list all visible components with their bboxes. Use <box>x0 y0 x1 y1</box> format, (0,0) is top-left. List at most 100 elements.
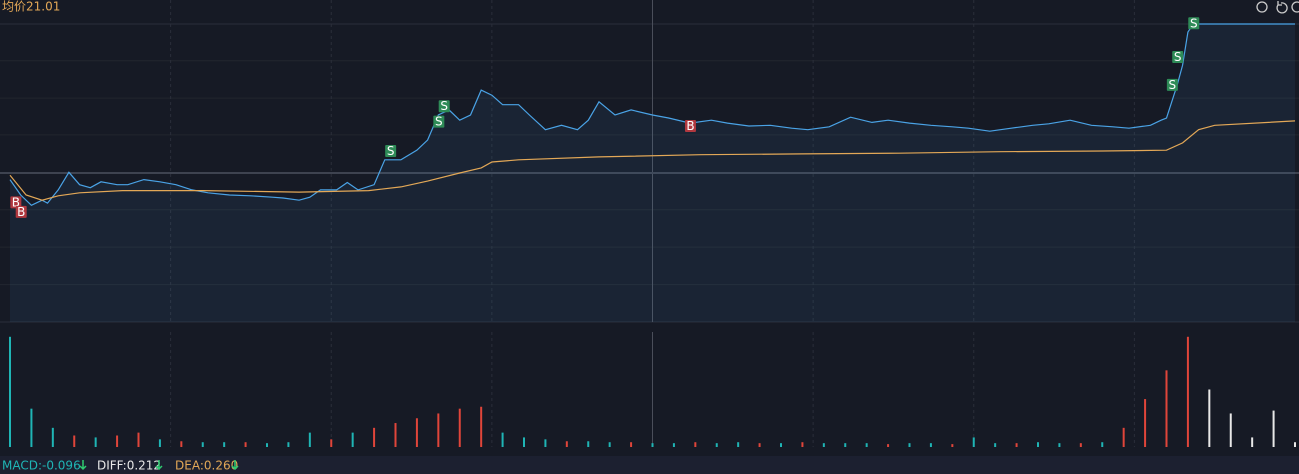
volume-bar <box>1122 427 1125 447</box>
marker-box <box>10 196 22 209</box>
volume-bar <box>565 441 568 447</box>
volume-bar <box>801 442 804 447</box>
marker-box <box>15 205 27 218</box>
volume-bar <box>287 442 290 447</box>
volume-bar <box>758 443 761 447</box>
volume-bar <box>694 442 697 447</box>
volume-bar <box>587 441 590 447</box>
volume-bar <box>73 435 76 447</box>
volume-bar <box>501 432 504 447</box>
arrows <box>79 460 239 471</box>
trade-marker: B <box>684 119 696 133</box>
price-area <box>10 24 1295 322</box>
trade-marker: S <box>1188 16 1200 30</box>
volume-bar <box>373 427 376 447</box>
volume-bar <box>1294 442 1296 447</box>
volume-bar <box>651 443 654 447</box>
volume-bar <box>137 432 140 447</box>
marker-label: S <box>1190 16 1198 30</box>
volume-bar <box>458 408 461 447</box>
marker-box <box>1188 17 1200 30</box>
volume-bar <box>437 413 440 447</box>
volume-bar <box>1058 443 1061 447</box>
volume-bar <box>608 442 611 447</box>
volume-bar <box>51 427 54 447</box>
diff-label: DIFF:0.212 <box>97 459 161 473</box>
volume-bar <box>865 443 868 447</box>
volume-bar <box>1079 443 1082 447</box>
volume-bar <box>330 439 333 447</box>
volume-bar <box>929 443 932 447</box>
volume-bar <box>951 444 954 447</box>
marker-box <box>1166 78 1178 91</box>
trade-marker: S <box>1166 78 1178 92</box>
avg-label: 均价21.01 <box>2 0 60 14</box>
marker-label: S <box>387 144 395 158</box>
volume-bar <box>1229 413 1232 447</box>
marker-box <box>433 115 445 128</box>
macd-label: MACD:-0.096 <box>2 459 81 473</box>
volume-bar <box>180 441 183 447</box>
marker-box <box>438 100 450 113</box>
marker-label: S <box>440 99 448 113</box>
volume-bar <box>308 432 311 447</box>
marker-label: S <box>1169 78 1177 92</box>
trade-marker: S <box>433 115 445 129</box>
volume-bar <box>737 442 740 447</box>
marker-label: B <box>686 119 694 133</box>
trade-marker: B <box>10 195 22 209</box>
volume-bar <box>351 432 354 447</box>
trade-marker: S <box>438 99 450 113</box>
volume-bar <box>415 418 418 447</box>
volume-bar <box>1101 442 1104 447</box>
marker-box <box>684 120 696 133</box>
volume-bar <box>908 443 911 447</box>
volume-bar <box>158 439 161 447</box>
volume-bar <box>116 435 119 447</box>
volume-bar <box>266 443 268 447</box>
volume-bar <box>1251 437 1254 447</box>
trade-marker: S <box>385 144 397 158</box>
volume-bar <box>1037 442 1039 447</box>
volume-bar <box>1186 336 1189 447</box>
volume-bar <box>394 423 397 447</box>
volume-bar <box>822 443 825 447</box>
volume-bar <box>94 437 97 447</box>
volume-bar <box>715 443 718 447</box>
volume-bar <box>244 442 247 447</box>
volume-bar <box>844 443 847 447</box>
volume-bar <box>480 406 483 447</box>
toolbar-icons[interactable] <box>1256 1 1299 14</box>
marker-box <box>385 144 397 157</box>
volume-bar <box>780 443 782 447</box>
trade-marker: S <box>1172 50 1184 64</box>
volume-bar <box>1272 410 1275 447</box>
volume-bar <box>1165 370 1168 447</box>
volume-bar <box>9 336 11 447</box>
volume-bar <box>223 442 226 447</box>
volume-bar <box>1015 443 1018 447</box>
volume-bar <box>672 443 675 447</box>
marker-label: B <box>17 205 25 219</box>
volume-bar <box>1208 389 1211 447</box>
volume-bar <box>630 442 633 447</box>
marker-box <box>1172 51 1184 64</box>
volume-bar <box>1144 399 1147 447</box>
price-line <box>9 23 1295 207</box>
dea-label: DEA:0.260 <box>175 459 238 473</box>
volume-bar <box>201 442 204 447</box>
marker-label: S <box>1174 50 1182 64</box>
marker-label: S <box>435 115 443 129</box>
average-line <box>9 120 1296 201</box>
volume-bar <box>887 444 890 447</box>
marker-label: B <box>12 195 20 209</box>
volume-bar <box>30 408 33 447</box>
volume-bar <box>994 443 997 447</box>
trade-marker: B <box>15 205 27 219</box>
footer-bar <box>0 456 1299 474</box>
volume-bar <box>972 437 975 447</box>
volume-bar <box>544 439 547 447</box>
